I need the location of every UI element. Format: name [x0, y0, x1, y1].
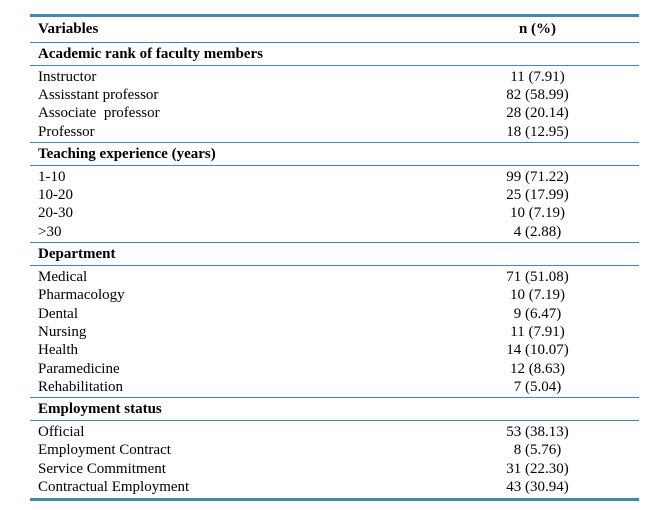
row-label: Service Commitment — [38, 460, 166, 477]
header-variables: Variables — [38, 21, 99, 37]
table-row: Paramedicine 12 (8.63) — [30, 360, 639, 378]
row-label: Contractual Employment — [38, 478, 190, 495]
row-label: >30 — [38, 223, 62, 240]
table-row: Professor 18 (12.95) — [30, 123, 639, 141]
table-row: 10-20 25 (17.99) — [30, 186, 639, 204]
table-row: Contractual Employment 43 (30.94) — [30, 478, 639, 496]
table-row: Employment Contract 8 (5.76) — [30, 442, 639, 460]
data-table: Variables n (%) Academic rank of faculty… — [30, 14, 639, 501]
row-value: 9 (6.47) — [513, 305, 562, 322]
row-value: 43 (30.94) — [506, 478, 569, 495]
row-label: Official — [38, 424, 85, 441]
row-value: 12 (8.63) — [510, 360, 565, 377]
section-title-employment-status: Employment status — [38, 400, 162, 417]
row-label: Assisstant professor — [38, 86, 159, 103]
row-label: 20-30 — [38, 205, 73, 222]
row-value: 10 (7.19) — [510, 287, 565, 304]
row-value: 25 (17.99) — [506, 187, 569, 204]
section-rule — [30, 265, 639, 267]
bottom-rule — [30, 497, 639, 501]
row-value: 14 (10.07) — [506, 342, 569, 359]
section-end-rule — [30, 397, 639, 399]
row-label: Employment Contract — [38, 442, 171, 459]
section-rule — [30, 65, 639, 66]
section-end-rule — [30, 142, 639, 144]
row-value: 18 (12.95) — [506, 123, 569, 140]
table-row: Associate professor 28 (20.14) — [30, 105, 639, 123]
section-title-teaching-experience: Teaching experience (years) — [38, 145, 216, 162]
table-row: >30 4 (2.88) — [30, 223, 639, 241]
row-value: 4 (2.88) — [513, 223, 562, 240]
table-header: Variables n (%) — [30, 17, 639, 42]
section-title-academic-rank: Academic rank of faculty members — [38, 45, 263, 62]
table-row: 1-10 99 (71.22) — [30, 168, 639, 186]
table-row: Assisstant professor 82 (58.99) — [30, 86, 639, 104]
row-label: Associate professor — [38, 105, 160, 122]
row-label: Rehabilitation — [38, 378, 123, 395]
table-row: Health 14 (10.07) — [30, 342, 639, 360]
row-label: 10-20 — [38, 187, 73, 204]
row-value: 82 (58.99) — [506, 86, 569, 103]
section-rule — [30, 165, 639, 167]
table-row: Rehabilitation 7 (5.04) — [30, 378, 639, 396]
row-label: Health — [38, 342, 78, 359]
row-value: 53 (38.13) — [506, 424, 569, 441]
row-label: Medical — [38, 269, 88, 286]
row-value: 99 (71.22) — [506, 168, 569, 185]
row-value: 11 (7.91) — [510, 68, 565, 85]
table-row: Service Commitment 31 (22.30) — [30, 460, 639, 478]
section-rule — [30, 420, 639, 422]
table-row: Official 53 (38.13) — [30, 423, 639, 441]
row-value: 10 (7.19) — [510, 205, 565, 222]
header-n-percent: n (%) — [518, 21, 557, 37]
row-label: Pharmacology — [38, 287, 125, 304]
row-label: 1-10 — [38, 168, 66, 185]
row-value: 31 (22.30) — [506, 460, 569, 477]
section-rows-academic-rank: Instructor 11 (7.91) Assisstant professo… — [30, 66, 639, 142]
table-row: Dental 9 (6.47) — [30, 305, 639, 323]
table-row: Medical 71 (51.08) — [30, 268, 639, 286]
section-rows-employment-status: Official 53 (38.13) Employment Contract … — [30, 421, 639, 497]
header-rule — [30, 42, 639, 43]
row-value: 28 (20.14) — [506, 105, 569, 122]
top-rule — [30, 14, 639, 17]
row-value: 8 (5.76) — [513, 442, 562, 459]
table-row: 20-30 10 (7.19) — [30, 205, 639, 223]
row-label: Nursing — [38, 323, 87, 340]
row-value: 11 (7.91) — [510, 323, 565, 340]
row-label: Professor — [38, 123, 95, 140]
section-title-department: Department — [38, 245, 116, 262]
table-row: Instructor 11 (7.91) — [30, 68, 639, 86]
section-end-rule — [30, 242, 639, 244]
row-label: Dental — [38, 305, 78, 322]
row-value: 71 (51.08) — [506, 269, 569, 286]
table-row: Nursing 11 (7.91) — [30, 323, 639, 341]
section-rows-teaching-experience: 1-10 99 (71.22) 10-20 25 (17.99) 20-30 1… — [30, 166, 639, 242]
row-label: Paramedicine — [38, 360, 120, 377]
section-rows-department: Medical 71 (51.08) Pharmacology 10 (7.19… — [30, 266, 639, 397]
row-value: 7 (5.04) — [513, 378, 562, 395]
row-label: Instructor — [38, 68, 97, 85]
table-row: Pharmacology 10 (7.19) — [30, 287, 639, 305]
